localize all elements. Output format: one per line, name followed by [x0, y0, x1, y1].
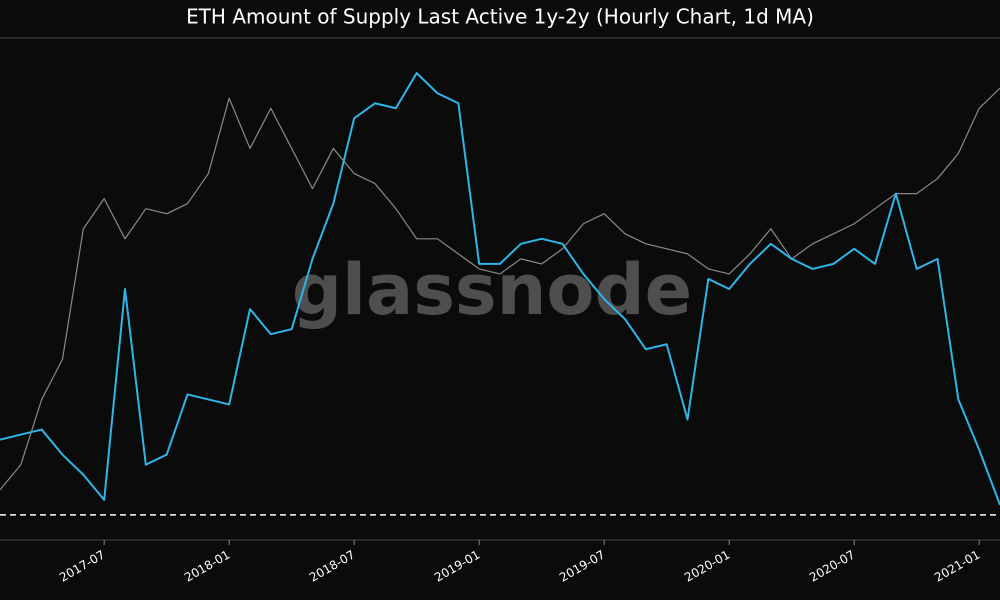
- series-line: [0, 72, 1000, 506]
- watermark: glassnode: [292, 249, 692, 331]
- chart-title: ETH Amount of Supply Last Active 1y-2y (…: [186, 5, 814, 29]
- series-line: [0, 87, 1000, 491]
